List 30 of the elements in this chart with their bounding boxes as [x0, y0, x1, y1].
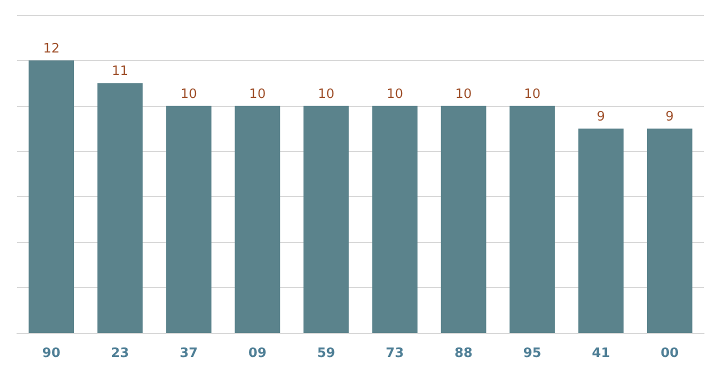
x-tick-label: 95 — [523, 346, 542, 361]
bar — [28, 60, 74, 333]
data-label: 10 — [318, 86, 334, 102]
bar — [234, 106, 280, 333]
data-label: 9 — [596, 110, 606, 125]
data-label: 11 — [112, 64, 128, 80]
data-label: 10 — [455, 86, 472, 102]
bar — [510, 106, 555, 333]
data-label: 10 — [249, 86, 266, 102]
data-label: 12 — [43, 41, 60, 56]
x-tick-label: 73 — [386, 346, 404, 361]
x-tick-label: 41 — [592, 346, 610, 361]
x-tick-label: 88 — [454, 346, 473, 361]
x-tick-label: 23 — [111, 346, 130, 361]
x-tick-label: 90 — [42, 346, 60, 361]
data-label: 10 — [180, 86, 198, 102]
x-tick-label: 59 — [317, 346, 336, 361]
data-label: 10 — [386, 86, 404, 102]
x-tick-label: 09 — [248, 346, 266, 361]
bar — [372, 106, 418, 333]
x-tick-label: 00 — [660, 346, 679, 361]
bar — [440, 106, 486, 333]
bar — [646, 128, 692, 333]
x-tick-label: 37 — [180, 346, 198, 361]
bar — [578, 128, 624, 333]
data-label: 10 — [524, 86, 541, 102]
bar — [97, 83, 143, 333]
bar — [303, 106, 349, 333]
bar — [166, 106, 212, 333]
data-label: 9 — [666, 110, 674, 125]
